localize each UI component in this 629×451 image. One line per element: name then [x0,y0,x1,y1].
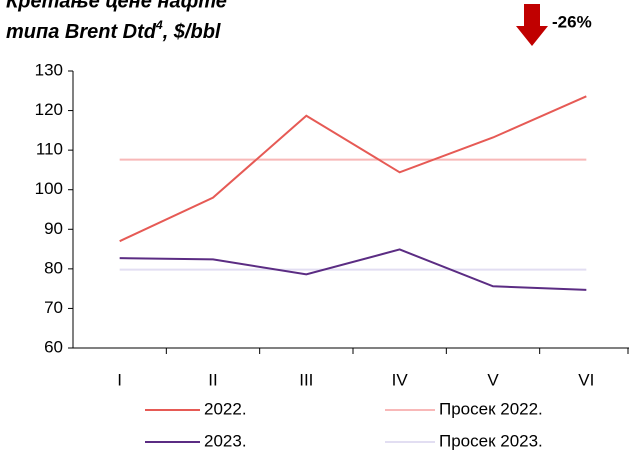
x-tick-label: VI [578,370,594,389]
down-arrow [516,4,548,46]
x-tick-label: I [117,370,122,389]
chart-title: Кретање цене нафте [6,0,227,12]
y-tick-label: 90 [44,219,63,238]
x-tick-label: III [299,370,313,389]
title-text: , $/bbl [162,21,221,43]
title-text: типа Brent Dtd [6,21,157,43]
legend-label: Просек 2023. [439,431,543,450]
legend-label: Просек 2022. [439,399,543,418]
x-tick-label: II [208,370,217,389]
y-tick-label: 60 [44,337,63,356]
x-tick-label: IV [392,370,409,389]
series-line [119,95,587,243]
y-tick-label: 70 [44,298,63,317]
annotation: -26% [552,12,592,31]
x-tick-label: V [487,370,499,389]
y-tick-label: 80 [44,258,63,277]
legend-label: 2022. [204,399,247,418]
y-tick-label: 130 [35,60,63,79]
y-tick-label: 110 [36,140,63,159]
chart-title: типа Brent Dtd4, $/bbl [6,18,221,43]
y-tick-label: 100 [35,179,63,198]
footnote-mark: 4 [155,18,163,32]
y-tick-label: 120 [35,100,63,119]
legend-label: 2023. [204,431,247,450]
series-line [119,248,587,291]
